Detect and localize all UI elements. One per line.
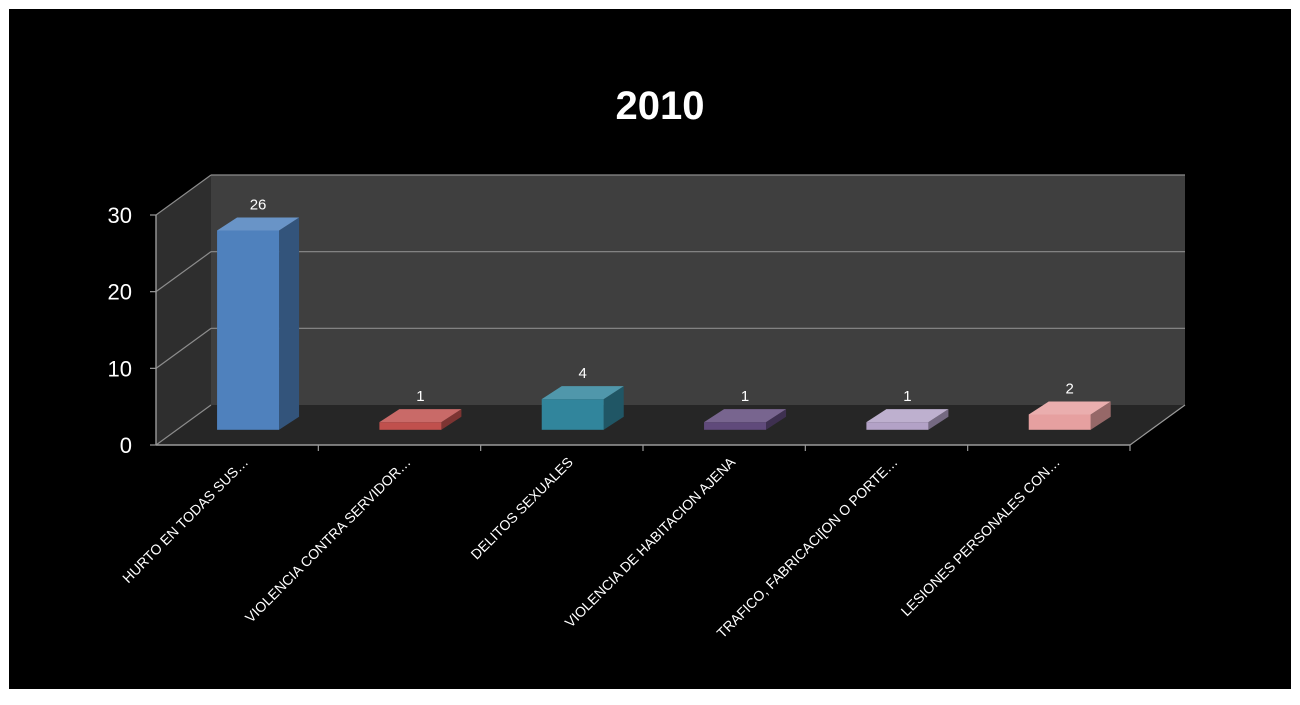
chart-canvas: 2010 0 10 20 30 26 HURTO EN TODAS SUS… 1 VIOLEN… xyxy=(108,84,1186,641)
gridline-side xyxy=(155,404,212,446)
data-label: 26 xyxy=(250,196,267,213)
bar-top xyxy=(541,386,624,400)
chart-title: 2010 xyxy=(616,84,705,128)
y-tick-label: 0 xyxy=(120,433,132,458)
bar xyxy=(217,230,280,430)
x-tick-label: HURTO EN TODAS SUS… xyxy=(119,454,251,586)
gridline-side xyxy=(155,327,212,369)
bar-top xyxy=(217,217,300,231)
gridline-side xyxy=(155,251,212,293)
bar-side xyxy=(1090,401,1111,430)
bar-top xyxy=(704,409,787,423)
x-tick-label: TRAFICO, FABRICACI[ON O PORTE… xyxy=(713,454,900,641)
bar-side xyxy=(766,409,787,430)
bar-side xyxy=(279,217,300,430)
bar-top xyxy=(1028,401,1111,415)
bar xyxy=(704,422,767,430)
bar-top xyxy=(379,409,462,423)
chart-frame: 2010 0 10 20 30 26 HURTO EN TODAS SUS… 1 VIOLEN… xyxy=(9,9,1291,689)
x-tick-label: DELITOS SEXUALES xyxy=(467,454,576,563)
y-tick-label: 30 xyxy=(108,203,132,228)
x-tick-label: LESIONES PERSONALES CON… xyxy=(898,454,1063,619)
bar-side xyxy=(603,386,624,430)
data-label: 2 xyxy=(1066,380,1074,397)
bar-side xyxy=(441,409,462,430)
bar xyxy=(866,422,929,430)
back-wall xyxy=(211,175,1185,405)
x-tick-label: VIOLENCIA CONTRA SERVIDOR… xyxy=(242,454,414,626)
bar xyxy=(379,422,442,430)
data-label: 4 xyxy=(579,365,587,382)
floor-edge xyxy=(1129,404,1186,446)
data-label: 1 xyxy=(741,388,749,405)
bar-side xyxy=(928,409,949,430)
side-wall xyxy=(156,175,211,445)
bar-top xyxy=(866,409,949,423)
data-label: 1 xyxy=(416,388,424,405)
x-tick-label: VIOLENCIA DE HABITACION AJENA xyxy=(562,453,739,630)
y-tick-label: 20 xyxy=(108,280,132,305)
data-label: 1 xyxy=(903,388,911,405)
y-tick-label: 10 xyxy=(108,356,132,381)
gridline-side xyxy=(155,174,212,216)
plot-area: 0 10 20 30 26 HURTO EN TODAS SUS… 1 VIOLENCIA C… xyxy=(108,174,1186,641)
bar xyxy=(1028,414,1091,430)
bar xyxy=(541,399,604,430)
